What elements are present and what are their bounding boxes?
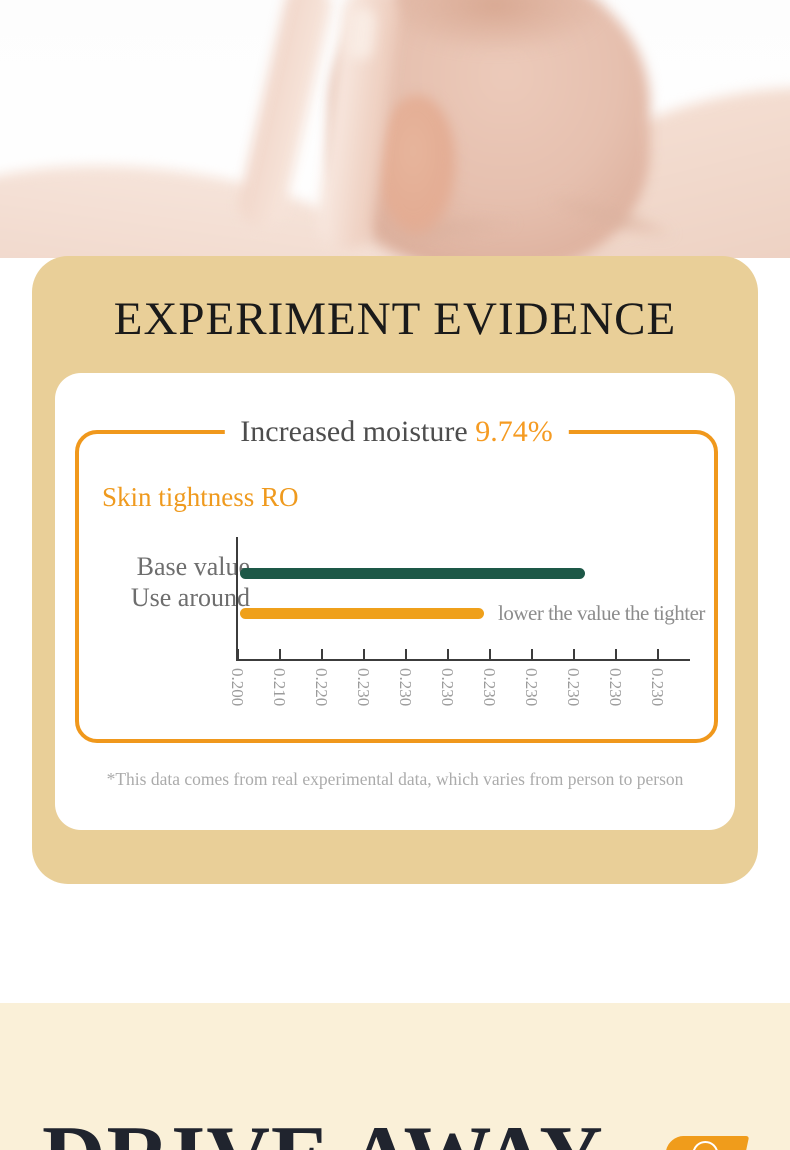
orange-ribbon-badge: ◷ [662, 1136, 750, 1150]
x-axis-tick [573, 649, 575, 659]
use-around-bar [240, 608, 484, 619]
x-tick-label: 0.230 [438, 668, 457, 707]
x-tick-label: 0.230 [648, 668, 667, 707]
x-tick-label: 0.230 [354, 668, 373, 707]
chart-annotation: lower the value the tighter [498, 601, 705, 625]
section-title: EXPERIMENT EVIDENCE [113, 293, 677, 345]
fingertip-shape [378, 95, 456, 235]
x-axis-tick [321, 649, 323, 659]
x-tick-label: 0.230 [606, 668, 625, 707]
x-axis-tick [363, 649, 365, 659]
x-tick-label: 0.230 [396, 668, 415, 707]
neck-skincare-photo [0, 0, 790, 258]
x-axis-tick [405, 649, 407, 659]
x-tick-label: 0.230 [564, 668, 583, 707]
x-axis-tick [237, 649, 239, 659]
category-label: Base value [136, 552, 250, 581]
x-axis-tick [615, 649, 617, 659]
x-tick-label: 0.230 [522, 668, 541, 707]
moisture-headline: Increased moisture 9.74% [224, 412, 569, 451]
moisture-headline-text: Increased moisture [240, 415, 476, 448]
category-label: Use around [130, 582, 250, 612]
x-axis-tick [657, 649, 659, 659]
x-tick-label: 0.210 [270, 668, 289, 707]
chart-frame: Increased moisture 9.74% Skin tightness … [75, 412, 718, 743]
x-tick-label: 0.200 [228, 668, 247, 707]
chart-category-labels: Base value Use around [120, 552, 250, 613]
next-section: DRIVE AWAY ◷ [0, 1003, 790, 1150]
base-value-bar [240, 568, 585, 579]
experiment-evidence-panel: EXPERIMENT EVIDENCE Increased moisture 9… [32, 256, 758, 884]
x-axis-tick [531, 649, 533, 659]
next-section-title: DRIVE AWAY [42, 1107, 604, 1150]
evidence-card: Increased moisture 9.74% Skin tightness … [55, 373, 735, 830]
x-axis-tick [447, 649, 449, 659]
x-tick-label: 0.230 [480, 668, 499, 707]
data-disclaimer: *This data comes from real experimental … [106, 769, 684, 789]
moisture-headline-value: 9.74% [475, 415, 553, 448]
bar-chart-plot: lower the value the tighter 0.200 0.210 … [228, 537, 705, 706]
clock-icon: ◷ [692, 1141, 719, 1150]
x-axis-tick [489, 649, 491, 659]
x-axis-tick [279, 649, 281, 659]
x-tick-label: 0.220 [312, 668, 331, 707]
chart-title: Skin tightness RO [102, 482, 299, 512]
chin-shadow-shape [380, 0, 610, 55]
